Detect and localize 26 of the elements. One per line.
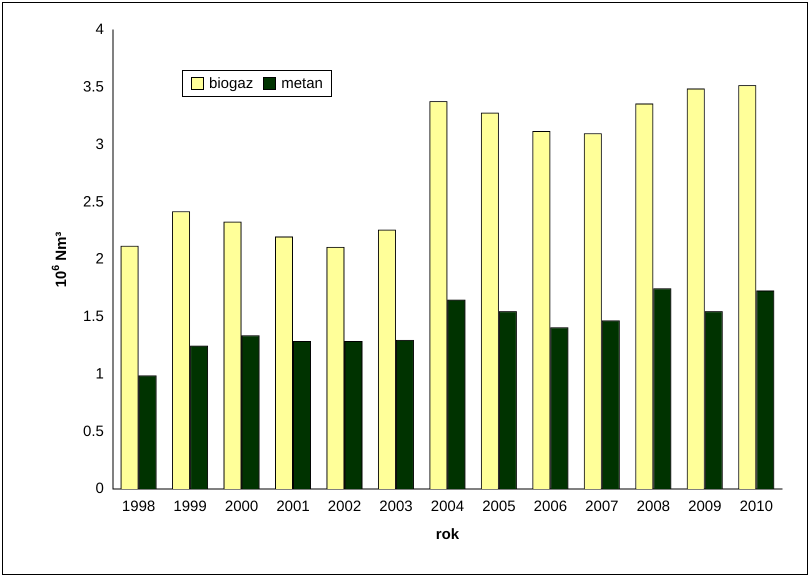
y-tick-label: 3.5 (82, 78, 104, 96)
y-tick-label: 0.5 (82, 422, 104, 440)
y-tick-label: 2 (96, 250, 104, 268)
x-tick-label: 2009 (688, 498, 722, 516)
x-tick-label: 2004 (430, 498, 464, 516)
y-tick-label: 1 (96, 365, 104, 382)
x-tick-label: 2003 (379, 498, 413, 516)
y-tick-label: 1.5 (82, 308, 104, 326)
x-tick-label: 2008 (636, 498, 670, 516)
y-tick-label: 4 (96, 21, 104, 38)
x-tick-label: 2005 (482, 498, 516, 516)
x-tick-label: 1998 (122, 498, 156, 516)
x-tick-label: 2002 (328, 498, 362, 516)
y-tick-label: 0 (96, 480, 104, 498)
x-tick-label: 2001 (276, 498, 310, 516)
x-tick-label: 2007 (585, 498, 619, 516)
x-tick-label: 1999 (173, 498, 207, 516)
x-axis-title: rok (436, 526, 460, 544)
x-tick-label: 2006 (534, 498, 568, 516)
legend-label: biogaz (209, 75, 254, 92)
y-tick-label: 2.5 (82, 193, 104, 210)
x-tick-label: 2010 (740, 498, 773, 516)
y-axis-title: 106 Nm³ (50, 232, 70, 288)
legend-label: metan (281, 75, 323, 92)
x-tick-label: 2000 (224, 498, 258, 516)
y-tick-label: 3 (96, 136, 104, 153)
